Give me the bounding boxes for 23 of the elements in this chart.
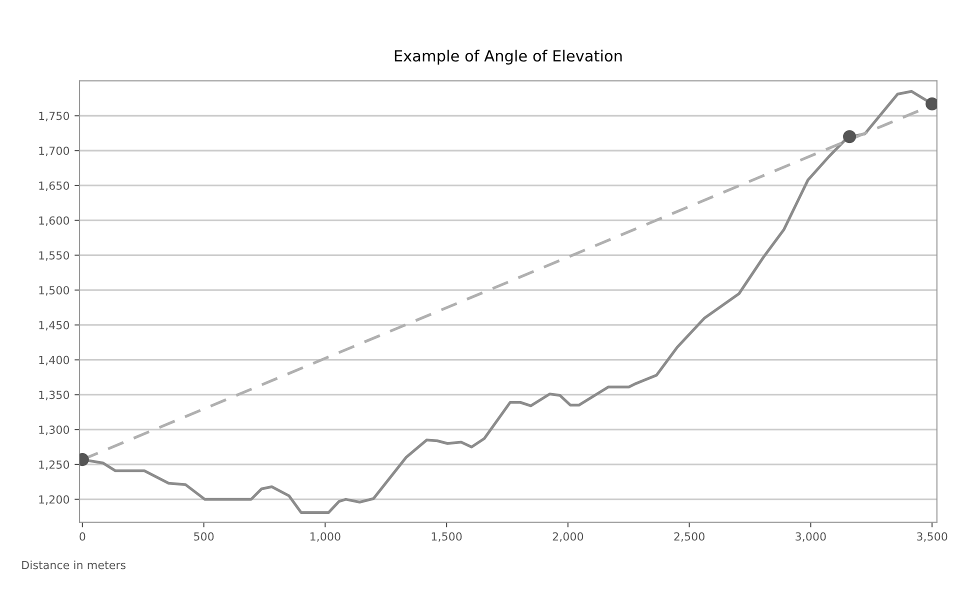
- y-tick-label: 1,250: [39, 460, 70, 470]
- point: [926, 97, 937, 110]
- x-tick-label: 1,000: [310, 532, 340, 542]
- x-tick-label: 3,500: [917, 532, 948, 542]
- y-tick-label: 1,700: [39, 146, 70, 156]
- x-tick-label: 2,500: [674, 532, 704, 542]
- y-tick-label: 1,750: [39, 112, 70, 122]
- chart-title: Example of Angle of Elevation: [394, 50, 622, 65]
- y-tick-label: 1,450: [39, 320, 70, 330]
- x-tick-label: 3,000: [796, 532, 826, 542]
- x-tick-label: 2,000: [552, 532, 584, 542]
- x-tick-label: 0: [80, 532, 86, 541]
- y-tick-label: 1,400: [39, 356, 70, 366]
- x-axis-title: Distance in meters: [22, 560, 126, 570]
- y-tick-label: 1,350: [39, 390, 70, 400]
- y-tick-label: 1,650: [39, 181, 70, 191]
- y-tick-label: 1,550: [39, 251, 70, 261]
- x-tick-label: 1,500: [432, 532, 462, 542]
- y-tick-label: 1,200: [39, 495, 70, 505]
- y-tick-label: 1,600: [39, 216, 70, 226]
- x-tick-label: 500: [194, 532, 214, 541]
- y-tick-label: 1,300: [39, 426, 70, 436]
- y-tick-label: 1,500: [39, 286, 70, 296]
